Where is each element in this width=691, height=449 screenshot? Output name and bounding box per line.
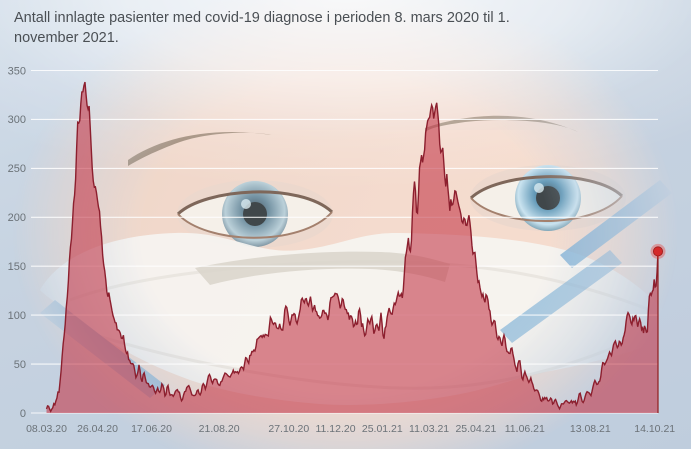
svg-text:14.10.21: 14.10.21 — [634, 423, 675, 435]
svg-text:17.06.20: 17.06.20 — [131, 423, 172, 435]
svg-text:300: 300 — [8, 114, 26, 126]
svg-text:0: 0 — [20, 408, 26, 420]
svg-text:11.06.21: 11.06.21 — [505, 423, 545, 435]
svg-text:25.01.21: 25.01.21 — [362, 423, 403, 435]
svg-text:100: 100 — [8, 310, 26, 322]
svg-text:27.10.20: 27.10.20 — [268, 423, 309, 435]
svg-text:21.08.20: 21.08.20 — [199, 423, 240, 435]
svg-text:25.04.21: 25.04.21 — [455, 423, 496, 435]
svg-text:250: 250 — [8, 163, 26, 175]
svg-text:11.03.21: 11.03.21 — [409, 423, 449, 435]
svg-text:26.04.20: 26.04.20 — [77, 423, 118, 435]
svg-text:150: 150 — [8, 261, 26, 273]
svg-text:50: 50 — [14, 359, 26, 371]
svg-text:08.03.20: 08.03.20 — [26, 423, 67, 435]
svg-text:200: 200 — [8, 212, 26, 224]
svg-text:13.08.21: 13.08.21 — [570, 423, 611, 435]
svg-text:350: 350 — [8, 65, 26, 77]
svg-text:11.12.20: 11.12.20 — [315, 423, 355, 435]
